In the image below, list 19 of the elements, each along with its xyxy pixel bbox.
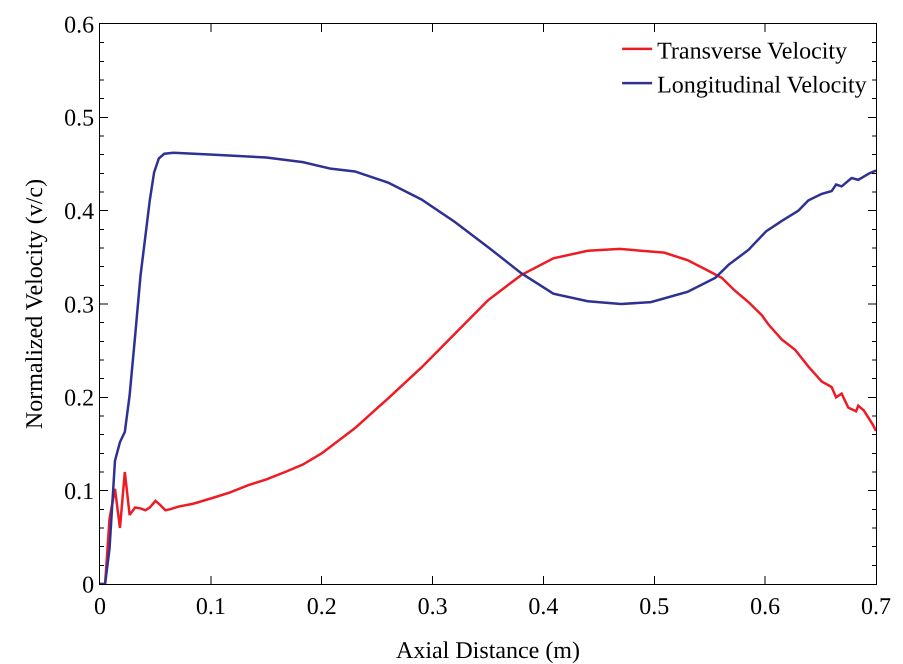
- x-tick-label: 0.6: [750, 594, 780, 620]
- y-tick-label: 0.4: [64, 199, 94, 226]
- x-tick-label: 0.4: [528, 594, 558, 620]
- line-series: [100, 152, 876, 584]
- y-tick-label: 0.5: [64, 106, 94, 132]
- x-tick-label: 0.3: [418, 594, 448, 620]
- x-tick-label: 0.7: [861, 594, 891, 620]
- y-tick-label: 0.1: [64, 479, 94, 506]
- x-tick-label: 0.1: [196, 594, 226, 620]
- y-tick-label: 0.2: [64, 386, 94, 412]
- x-axis-title: Axial Distance (m): [396, 638, 580, 664]
- y-tick-label: 0.6: [64, 12, 94, 38]
- x-tick-label: 0.2: [306, 594, 337, 620]
- y-tick-label: 0.3: [64, 292, 94, 318]
- x-tick-label: 0.5: [639, 594, 670, 620]
- y-axis-title: Normalized Velocity (v/c): [22, 178, 48, 430]
- legend-label: Longitudinal Velocity: [657, 72, 867, 98]
- y-tick-label: 0: [82, 572, 94, 598]
- legend-label: Transverse Velocity: [657, 38, 848, 64]
